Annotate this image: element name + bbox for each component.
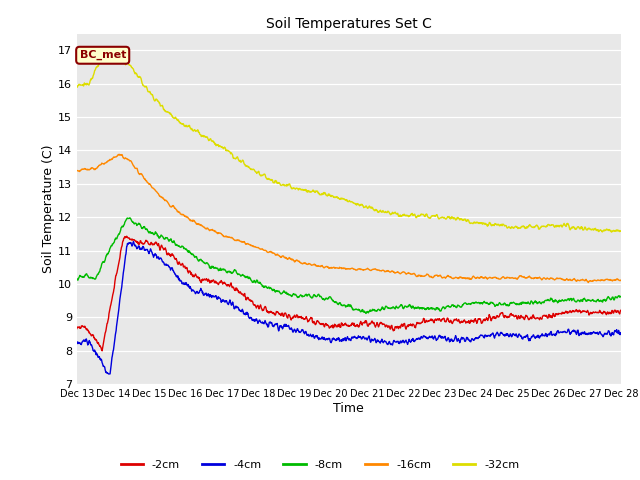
Text: BC_met: BC_met [79,50,126,60]
Title: Soil Temperatures Set C: Soil Temperatures Set C [266,17,432,31]
X-axis label: Time: Time [333,402,364,415]
Y-axis label: Soil Temperature (C): Soil Temperature (C) [42,144,55,273]
Legend: -2cm, -4cm, -8cm, -16cm, -32cm: -2cm, -4cm, -8cm, -16cm, -32cm [116,456,524,474]
